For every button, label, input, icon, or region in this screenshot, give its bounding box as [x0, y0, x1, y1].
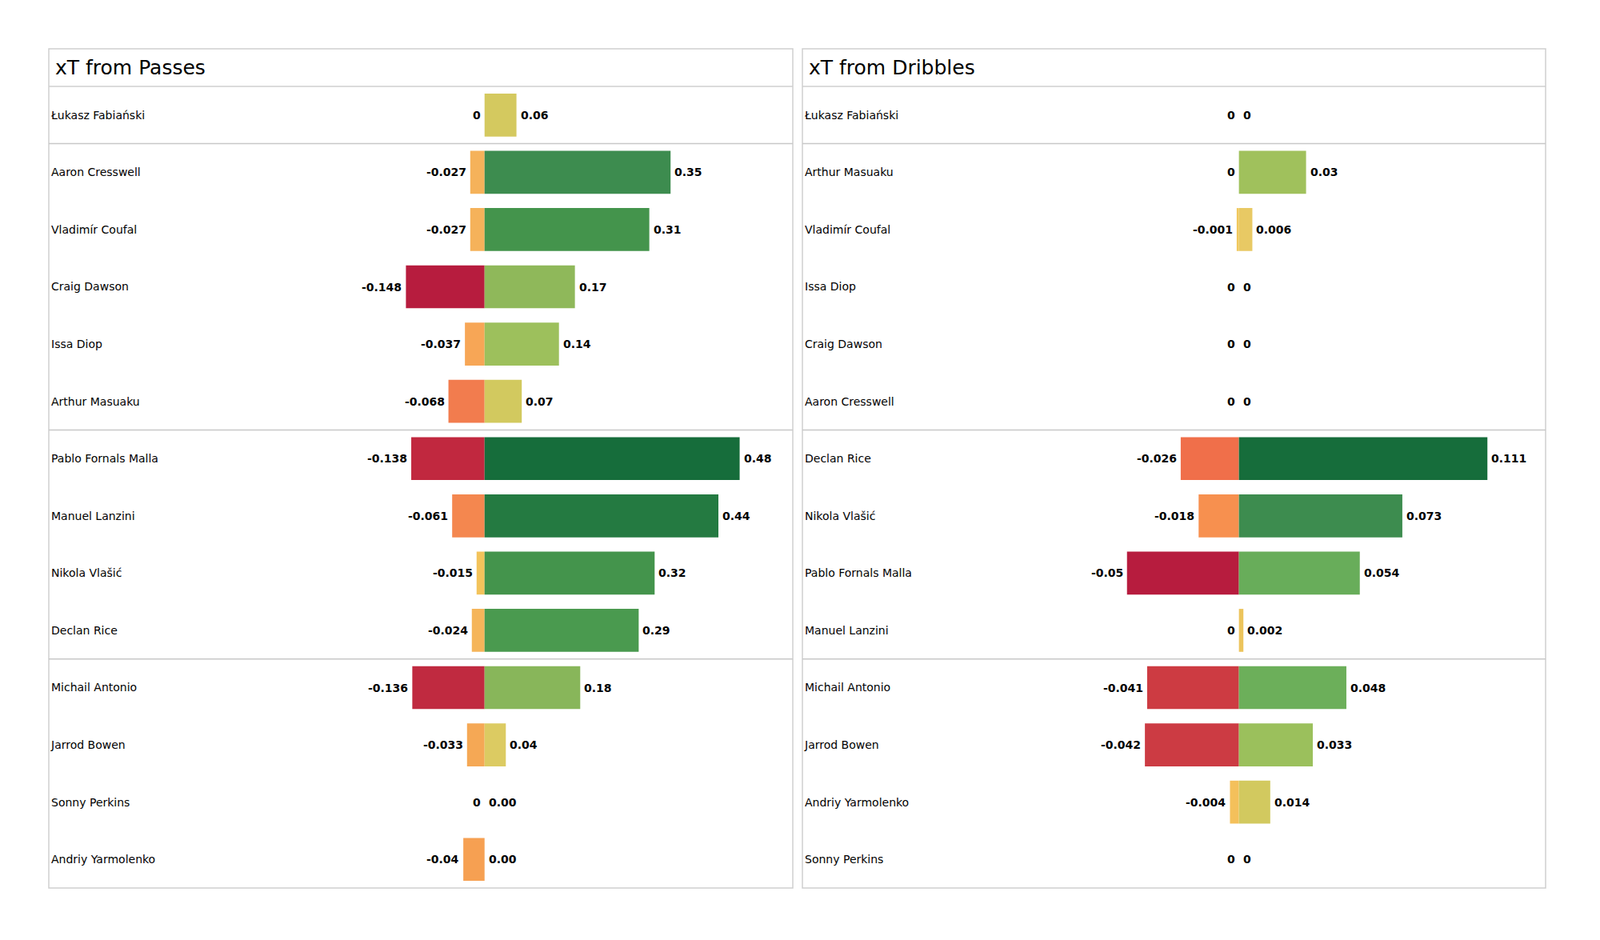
svg-text:0.31: 0.31 — [653, 223, 682, 236]
svg-text:0.18: 0.18 — [584, 681, 612, 695]
svg-text:Aaron Cresswell: Aaron Cresswell — [51, 165, 141, 179]
svg-text:0.44: 0.44 — [722, 509, 751, 523]
svg-text:0.111: 0.111 — [1491, 452, 1527, 465]
svg-text:Łukasz Fabiański: Łukasz Fabiański — [804, 108, 899, 122]
svg-text:-0.136: -0.136 — [368, 681, 408, 695]
svg-text:Andriy Yarmolenko: Andriy Yarmolenko — [51, 852, 156, 866]
svg-text:0: 0 — [1227, 395, 1236, 408]
svg-text:xT from Passes: xT from Passes — [55, 56, 206, 80]
svg-text:Andriy Yarmolenko: Andriy Yarmolenko — [804, 796, 909, 809]
svg-text:Craig Dawson: Craig Dawson — [51, 280, 129, 293]
svg-text:Łukasz Fabiański: Łukasz Fabiański — [50, 108, 145, 122]
svg-text:-0.027: -0.027 — [426, 223, 467, 236]
svg-text:0: 0 — [472, 108, 481, 122]
svg-text:xT from Dribbles: xT from Dribbles — [808, 56, 976, 80]
svg-text:Michail Antonio: Michail Antonio — [51, 680, 137, 694]
svg-text:-0.026: -0.026 — [1136, 452, 1177, 465]
svg-text:0.00: 0.00 — [488, 796, 517, 809]
svg-text:-0.068: -0.068 — [404, 395, 445, 408]
svg-text:0: 0 — [1227, 108, 1236, 122]
svg-text:Sonny Perkins: Sonny Perkins — [51, 796, 130, 809]
svg-text:0.03: 0.03 — [1310, 165, 1339, 179]
svg-text:0: 0 — [1243, 337, 1252, 351]
svg-text:Jarrod Bowen: Jarrod Bowen — [50, 738, 126, 752]
svg-text:Nikola Vlašić: Nikola Vlašić — [51, 566, 122, 580]
svg-text:Arthur Masuaku: Arthur Masuaku — [51, 395, 140, 408]
svg-text:Manuel Lanzini: Manuel Lanzini — [804, 624, 889, 637]
svg-text:Manuel Lanzini: Manuel Lanzini — [51, 509, 136, 523]
svg-text:-0.05: -0.05 — [1091, 566, 1124, 580]
svg-text:0.04: 0.04 — [509, 738, 538, 752]
svg-text:Pablo Fornals Malla: Pablo Fornals Malla — [804, 566, 912, 580]
svg-text:0: 0 — [1227, 280, 1236, 294]
svg-text:0.48: 0.48 — [744, 452, 772, 465]
svg-text:0: 0 — [472, 796, 481, 809]
svg-text:Pablo Fornals Malla: Pablo Fornals Malla — [51, 452, 159, 465]
svg-text:Declan Rice: Declan Rice — [51, 624, 118, 637]
svg-text:-0.037: -0.037 — [420, 337, 461, 351]
svg-text:Nikola Vlašić: Nikola Vlašić — [804, 509, 876, 523]
svg-text:-0.001: -0.001 — [1192, 223, 1233, 236]
svg-text:-0.04: -0.04 — [426, 852, 460, 866]
svg-text:-0.148: -0.148 — [361, 280, 402, 294]
svg-text:Craig Dawson: Craig Dawson — [804, 337, 883, 351]
svg-text:0.00: 0.00 — [488, 852, 517, 866]
svg-text:0: 0 — [1243, 108, 1252, 122]
svg-text:Arthur Masuaku: Arthur Masuaku — [804, 165, 894, 179]
svg-text:0.014: 0.014 — [1274, 796, 1311, 809]
svg-text:0.073: 0.073 — [1406, 509, 1442, 523]
svg-text:Vladimír Coufal: Vladimír Coufal — [51, 223, 137, 236]
svg-text:Michail Antonio: Michail Antonio — [804, 680, 891, 694]
svg-text:0.006: 0.006 — [1256, 223, 1292, 236]
svg-text:0: 0 — [1227, 337, 1236, 351]
svg-text:0.033: 0.033 — [1316, 738, 1352, 752]
svg-text:-0.015: -0.015 — [432, 566, 473, 580]
svg-text:0.32: 0.32 — [658, 566, 687, 580]
svg-text:-0.033: -0.033 — [423, 738, 464, 752]
svg-text:Sonny Perkins: Sonny Perkins — [804, 852, 884, 866]
svg-text:Issa Diop: Issa Diop — [804, 280, 856, 293]
svg-text:Declan Rice: Declan Rice — [804, 452, 872, 465]
svg-text:Jarrod Bowen: Jarrod Bowen — [804, 738, 880, 752]
svg-text:0.054: 0.054 — [1364, 566, 1400, 580]
svg-text:Issa Diop: Issa Diop — [51, 337, 103, 351]
svg-text:-0.004: -0.004 — [1185, 796, 1226, 809]
svg-text:-0.027: -0.027 — [426, 165, 467, 179]
svg-text:0.35: 0.35 — [674, 165, 703, 179]
svg-text:0.002: 0.002 — [1247, 624, 1283, 637]
svg-text:0: 0 — [1243, 395, 1252, 408]
svg-text:0.048: 0.048 — [1350, 681, 1386, 695]
svg-text:0.07: 0.07 — [525, 395, 554, 408]
svg-text:Vladimír Coufal: Vladimír Coufal — [804, 223, 891, 236]
svg-text:-0.041: -0.041 — [1103, 681, 1144, 695]
svg-text:0.14: 0.14 — [563, 337, 592, 351]
svg-text:-0.138: -0.138 — [367, 452, 408, 465]
svg-text:-0.018: -0.018 — [1154, 509, 1195, 523]
svg-text:0: 0 — [1227, 165, 1236, 179]
svg-text:0.29: 0.29 — [642, 624, 671, 637]
svg-text:-0.024: -0.024 — [428, 624, 468, 637]
svg-text:-0.061: -0.061 — [408, 509, 448, 523]
svg-text:0: 0 — [1227, 852, 1236, 866]
svg-text:0.17: 0.17 — [579, 280, 608, 294]
svg-text:0: 0 — [1243, 280, 1252, 294]
svg-text:-0.042: -0.042 — [1100, 738, 1141, 752]
svg-text:0: 0 — [1227, 624, 1236, 637]
svg-text:0.06: 0.06 — [520, 108, 549, 122]
svg-text:Aaron Cresswell: Aaron Cresswell — [804, 395, 895, 408]
svg-text:0: 0 — [1243, 852, 1252, 866]
